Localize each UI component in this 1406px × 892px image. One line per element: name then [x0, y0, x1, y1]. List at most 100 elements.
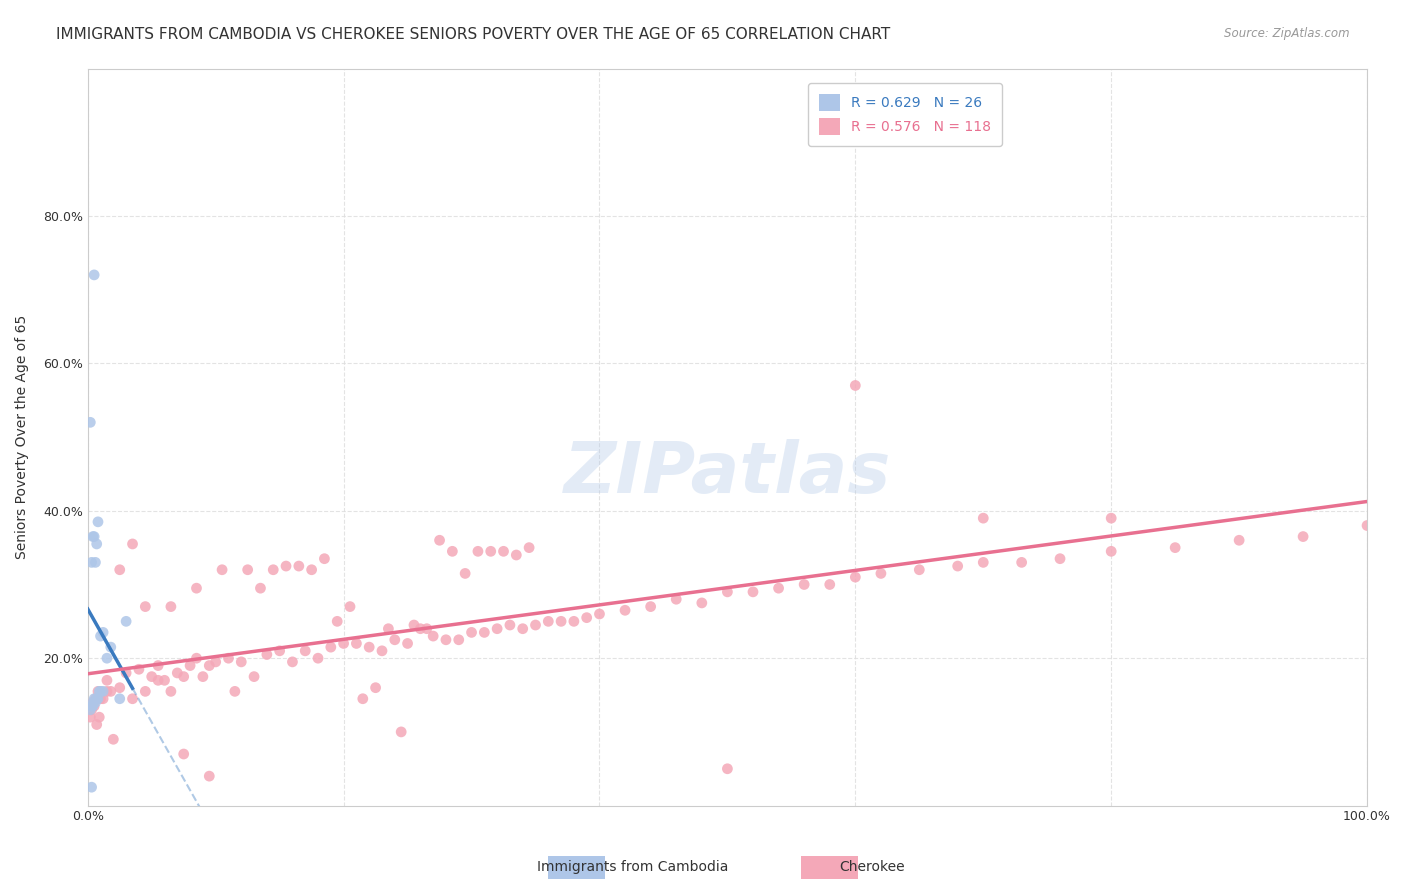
Immigrants from Cambodia [91, 625, 114, 640]
Cherokee [377, 622, 399, 636]
Cherokee [115, 665, 138, 680]
Cherokee [121, 537, 143, 551]
Cherokee [198, 658, 221, 673]
Cherokee [249, 581, 271, 595]
Cherokee [402, 618, 425, 632]
Cherokee [344, 636, 367, 650]
Cherokee [82, 695, 104, 709]
Cherokee [84, 691, 107, 706]
Cherokee [447, 632, 470, 647]
Cherokee [742, 585, 765, 599]
Cherokee [1099, 511, 1122, 525]
Immigrants from Cambodia [80, 555, 103, 569]
Cherokee [575, 610, 598, 624]
Cherokee [588, 607, 610, 621]
Cherokee [640, 599, 662, 614]
Cherokee [505, 548, 527, 562]
Text: Immigrants from Cambodia: Immigrants from Cambodia [537, 860, 728, 874]
Immigrants from Cambodia [86, 537, 108, 551]
Cherokee [128, 662, 150, 676]
Cherokee [121, 691, 143, 706]
Cherokee [231, 655, 253, 669]
Cherokee [90, 691, 112, 706]
Cherokee [524, 618, 547, 632]
Cherokee [319, 640, 342, 654]
Cherokee [870, 566, 893, 581]
Cherokee [467, 544, 489, 558]
Cherokee [89, 710, 111, 724]
Cherokee [499, 618, 522, 632]
Cherokee [422, 629, 444, 643]
Cherokee [243, 670, 266, 684]
Immigrants from Cambodia [108, 691, 131, 706]
Cherokee [409, 622, 432, 636]
Immigrants from Cambodia [84, 695, 107, 709]
Cherokee [91, 691, 114, 706]
Cherokee [153, 673, 176, 688]
Cherokee [186, 581, 208, 595]
Cherokee [1099, 544, 1122, 558]
Cherokee [665, 592, 688, 607]
Cherokee [716, 762, 738, 776]
Cherokee [134, 599, 156, 614]
Cherokee [359, 640, 381, 654]
Cherokee [211, 563, 233, 577]
Text: ZIPatlas: ZIPatlas [564, 440, 891, 508]
Immigrants from Cambodia [83, 691, 105, 706]
Cherokee [1049, 551, 1071, 566]
Immigrants from Cambodia [89, 684, 111, 698]
Text: IMMIGRANTS FROM CAMBODIA VS CHEROKEE SENIORS POVERTY OVER THE AGE OF 65 CORRELAT: IMMIGRANTS FROM CAMBODIA VS CHEROKEE SEN… [56, 27, 890, 42]
Cherokee [972, 555, 994, 569]
Cherokee [166, 665, 188, 680]
Cherokee [550, 615, 572, 629]
Cherokee [339, 599, 361, 614]
Cherokee [103, 732, 125, 747]
Cherokee [441, 544, 464, 558]
Immigrants from Cambodia [82, 699, 104, 714]
Cherokee [100, 684, 122, 698]
Cherokee [486, 622, 509, 636]
Cherokee [173, 747, 195, 761]
Cherokee [83, 699, 105, 714]
Cherokee [86, 717, 108, 731]
Cherokee [217, 651, 239, 665]
Cherokee [262, 563, 284, 577]
Cherokee [614, 603, 637, 617]
Immigrants from Cambodia [80, 699, 103, 714]
Immigrants from Cambodia [83, 530, 105, 544]
Immigrants from Cambodia [100, 640, 122, 654]
Cherokee [818, 577, 841, 591]
Cherokee [690, 596, 713, 610]
Cherokee [389, 725, 412, 739]
Cherokee [844, 570, 866, 584]
Cherokee [314, 551, 336, 566]
Cherokee [396, 636, 419, 650]
Immigrants from Cambodia [96, 651, 118, 665]
Cherokee [332, 636, 354, 650]
Immigrants from Cambodia [115, 615, 138, 629]
Cherokee [844, 378, 866, 392]
Immigrants from Cambodia [87, 515, 110, 529]
Cherokee [1227, 533, 1250, 548]
Immigrants from Cambodia [90, 629, 112, 643]
Cherokee [537, 615, 560, 629]
Cherokee [204, 655, 226, 669]
Immigrants from Cambodia [80, 780, 103, 795]
Cherokee [517, 541, 540, 555]
Cherokee [512, 622, 534, 636]
Cherokee [326, 615, 349, 629]
Immigrants from Cambodia [79, 415, 101, 429]
Cherokee [1355, 518, 1378, 533]
Immigrants from Cambodia [83, 268, 105, 282]
Cherokee [160, 684, 183, 698]
Cherokee [274, 559, 297, 574]
Immigrants from Cambodia [84, 555, 107, 569]
Cherokee [479, 544, 502, 558]
Text: Cherokee: Cherokee [839, 860, 904, 874]
Cherokee [198, 769, 221, 783]
Cherokee [352, 691, 374, 706]
Cherokee [96, 684, 118, 698]
Cherokee [460, 625, 482, 640]
Cherokee [472, 625, 495, 640]
Cherokee [1011, 555, 1033, 569]
